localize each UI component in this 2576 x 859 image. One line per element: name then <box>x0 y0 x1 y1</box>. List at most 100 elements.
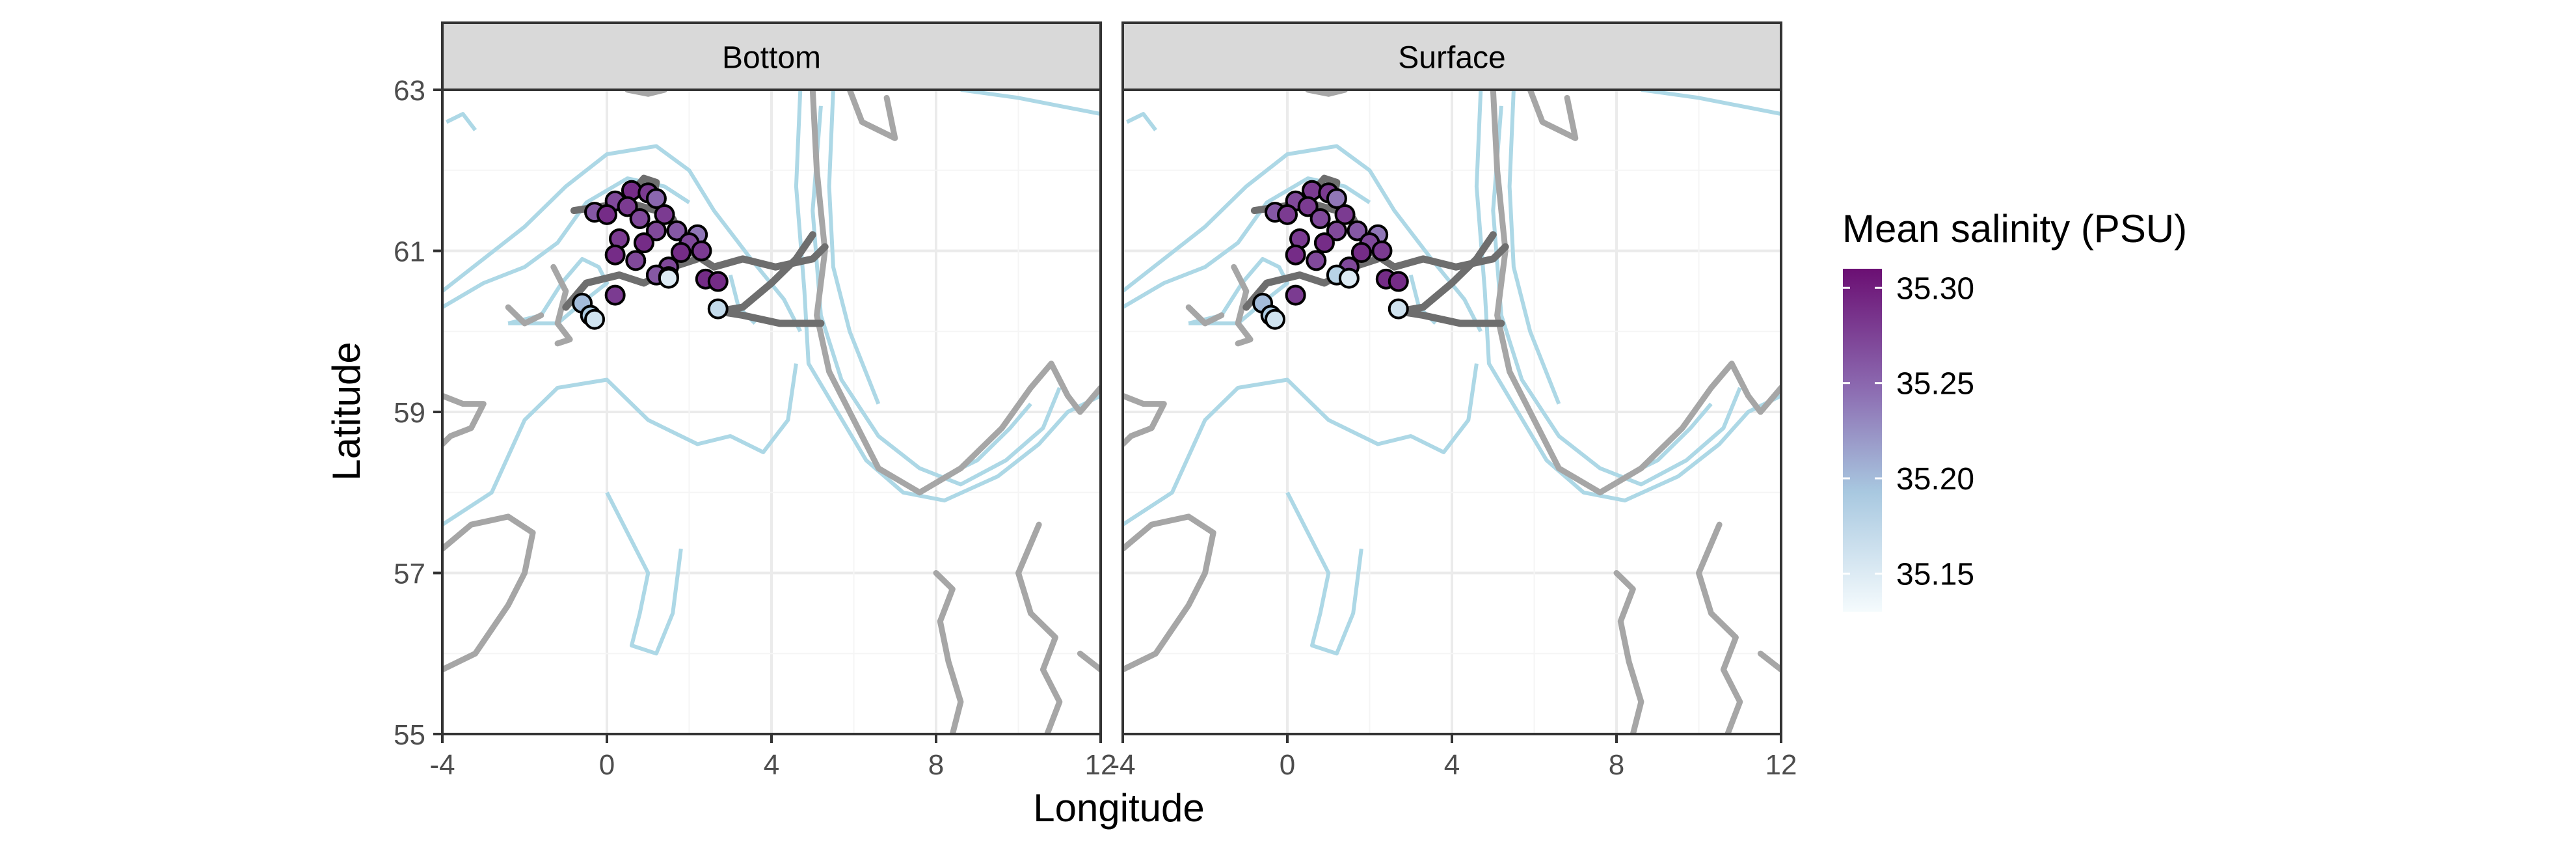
station-point <box>584 308 606 330</box>
depth-contour <box>445 112 477 131</box>
depth-contour <box>1285 491 1363 656</box>
station-point <box>707 271 729 292</box>
station-point <box>1350 241 1372 263</box>
coastline <box>1123 392 1167 447</box>
pipeline <box>1395 231 1505 327</box>
x-tick-label: 8 <box>928 749 944 781</box>
x-tick-label: 4 <box>764 749 779 781</box>
station-point <box>604 244 626 266</box>
station-point <box>1313 232 1335 254</box>
x-tick-label: 4 <box>1444 749 1460 781</box>
gridlines <box>442 90 1101 734</box>
station-point <box>1297 196 1319 217</box>
x-tick-label: 8 <box>1609 749 1624 781</box>
coastline <box>1613 570 1644 734</box>
depth-contour <box>1641 90 1781 116</box>
legend-tick-label: 35.25 <box>1896 367 1974 402</box>
station-point <box>1371 240 1393 262</box>
station-point <box>1306 250 1327 271</box>
station-point <box>597 204 617 225</box>
station-point <box>1338 267 1360 289</box>
station-point <box>633 232 654 254</box>
depth-contour <box>1474 90 1781 503</box>
coastline <box>933 570 964 734</box>
depth-contour <box>1188 256 1289 325</box>
x-axis-label: Longitude <box>1033 786 1205 830</box>
legend-ticks: 35.15 35.20 35.25 35.30 <box>1843 271 1974 592</box>
station-point <box>1334 204 1356 225</box>
station-point <box>617 196 638 217</box>
facet-panel-bottom: Bottom -4 0 4 8 12 55 57 59 61 63 <box>394 21 1117 781</box>
coastline <box>550 264 573 347</box>
station-point <box>604 284 626 306</box>
depth-contour <box>605 491 683 656</box>
coastline <box>624 90 667 97</box>
station-point <box>666 220 688 241</box>
depth-contour <box>1507 90 1561 405</box>
station-point <box>625 250 647 271</box>
legend-tick-label: 35.20 <box>1896 462 1974 497</box>
station-point <box>1277 204 1298 225</box>
depth-contour <box>811 105 1062 487</box>
station-point <box>1388 298 1409 320</box>
station-point <box>1309 208 1331 229</box>
coastline <box>846 90 898 141</box>
facet-strip <box>1121 21 1782 91</box>
depth-contour <box>442 144 802 333</box>
station-point <box>1285 244 1306 266</box>
facet-label: Surface <box>1398 41 1505 75</box>
depth-contour <box>1491 105 1742 487</box>
depth-contour <box>1125 112 1157 131</box>
station-point <box>1326 220 1347 241</box>
station-points <box>572 180 729 330</box>
depth-contour <box>507 256 609 325</box>
station-point <box>707 298 729 320</box>
station-point <box>691 240 712 262</box>
depth-contour <box>794 90 1101 503</box>
station-point <box>645 220 667 241</box>
y-axis-label: Latitude <box>325 342 368 481</box>
depth-contour <box>1123 144 1483 333</box>
station-point <box>629 208 651 229</box>
station-point <box>1347 220 1368 241</box>
x-tick-label: 12 <box>1765 749 1797 781</box>
coastline <box>1490 90 1781 496</box>
coastline <box>1123 513 1216 673</box>
y-tick-label: 61 <box>394 236 425 268</box>
legend-colorbar <box>1843 269 1882 612</box>
depth-contour <box>1123 363 1479 526</box>
depth-contour <box>442 363 798 526</box>
x-tick-label: 12 <box>1085 749 1117 781</box>
x-tick-label: 0 <box>599 749 615 781</box>
y-tick-label: 57 <box>394 558 425 590</box>
coastline <box>1077 650 1101 673</box>
x-tick-label: -4 <box>1110 749 1135 781</box>
facet-strip <box>441 21 1102 91</box>
legend-tick-label: 35.15 <box>1896 557 1974 592</box>
station-point <box>670 241 691 263</box>
coastline <box>505 304 544 327</box>
station-point <box>1265 308 1286 330</box>
depth-contour <box>960 90 1101 116</box>
y-tick-label: 63 <box>394 75 425 107</box>
depth-contour <box>827 90 881 405</box>
legend-title: Mean salinity (PSU) <box>1842 207 2187 251</box>
y-tick-label: 59 <box>394 397 425 429</box>
station-point <box>1388 271 1409 292</box>
station-point <box>658 267 679 289</box>
station-point <box>645 188 667 210</box>
coastline <box>1305 90 1348 97</box>
station-point <box>1285 284 1306 306</box>
coastline <box>442 392 487 447</box>
station-point <box>1326 188 1347 210</box>
facet-label: Bottom <box>722 41 821 75</box>
x-tick-label: 0 <box>1280 749 1295 781</box>
coastline <box>809 90 1101 496</box>
coastline <box>1231 264 1254 347</box>
y-tick-label: 55 <box>394 719 425 751</box>
coastline <box>1696 521 1743 734</box>
coastline <box>1185 304 1225 327</box>
station-points <box>1252 180 1409 330</box>
pipeline <box>714 231 825 327</box>
